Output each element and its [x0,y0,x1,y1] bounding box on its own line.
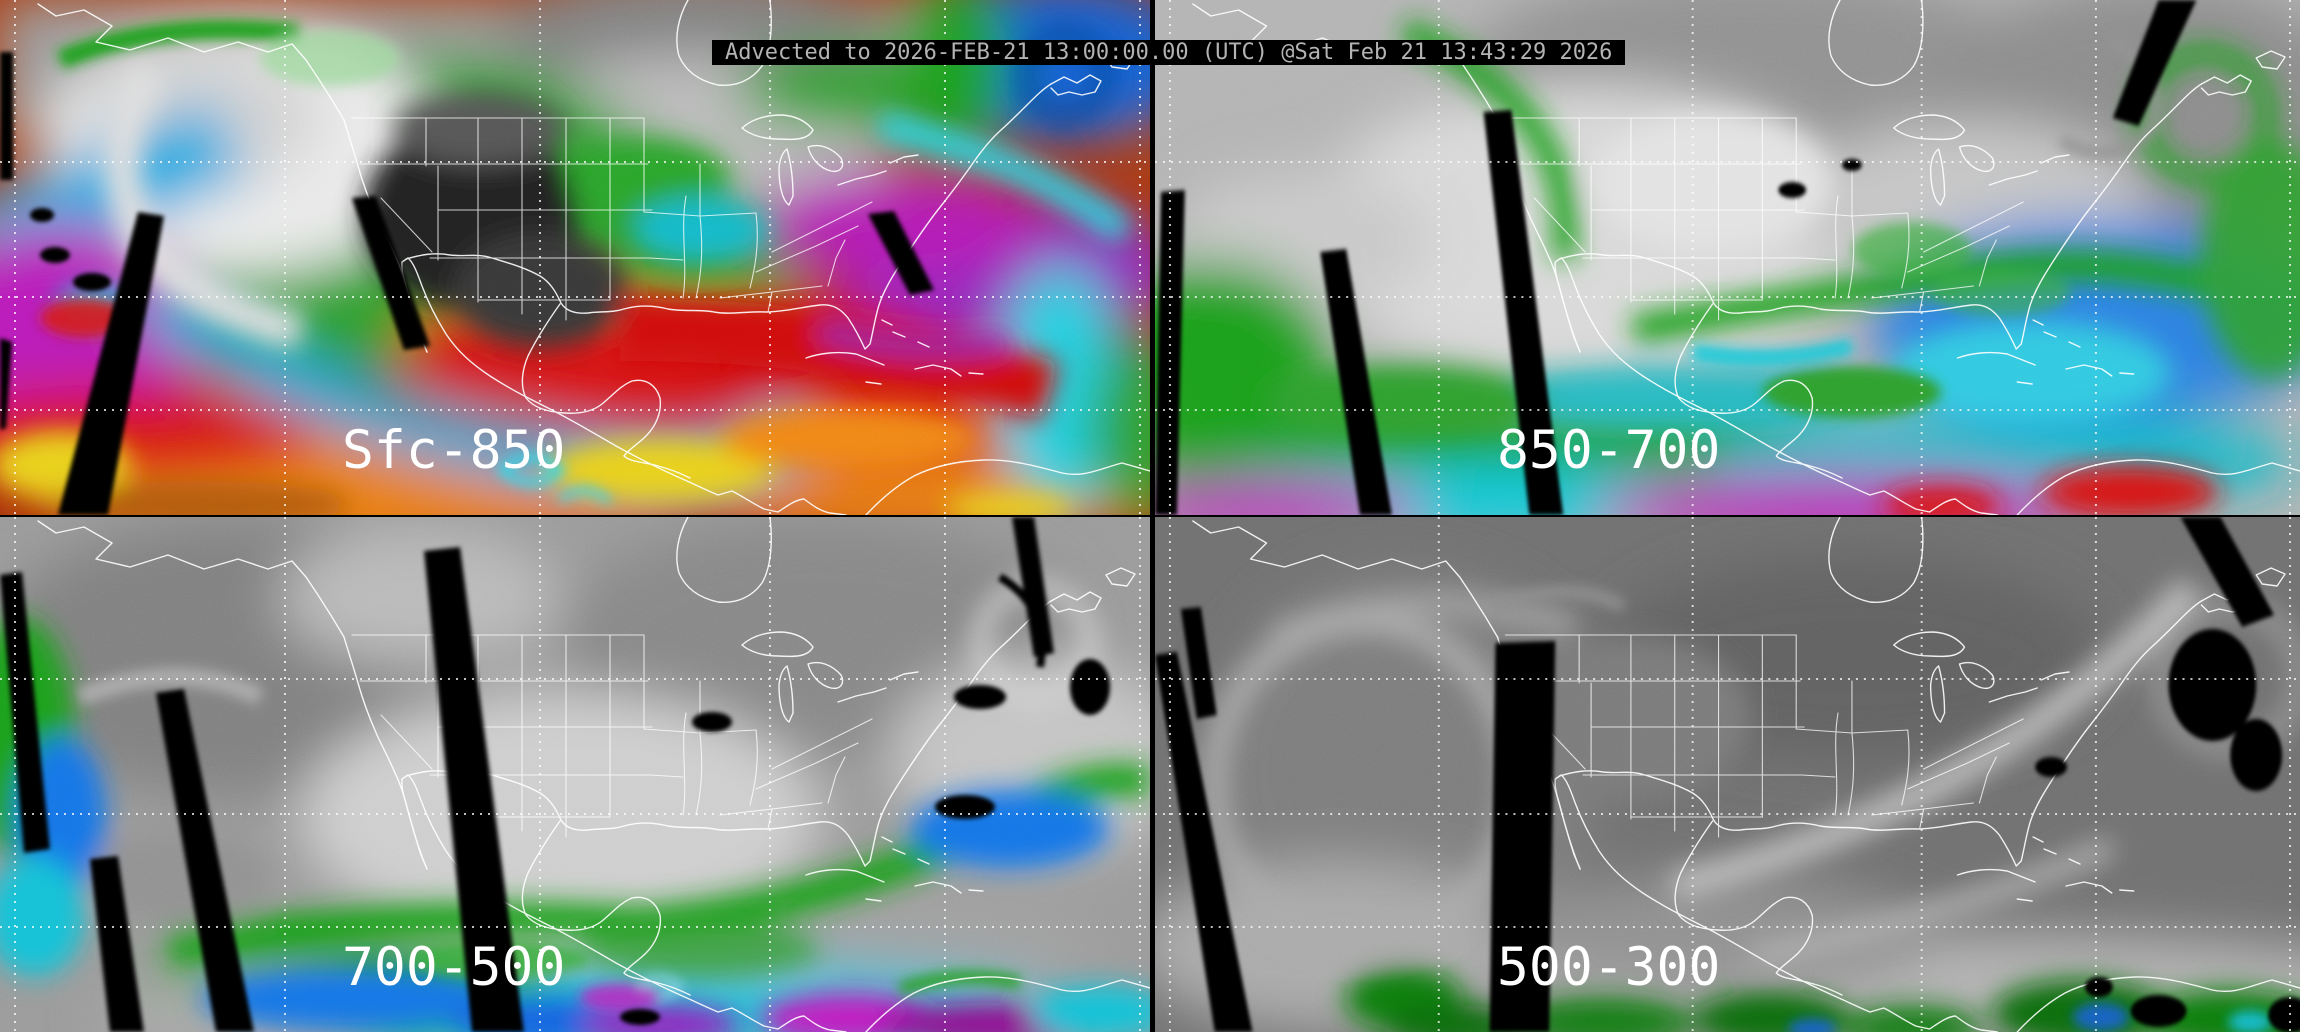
layer-label-850-700: 850-700 [1497,420,1721,481]
moisture-field-sfc-850 [0,0,1150,515]
data-gap-swaths [0,517,1110,1032]
moisture-field-700-500 [0,517,1150,1032]
quadrant-700-500: 700-500 [0,517,1150,1032]
quadrant-850-700: 850-700 [1155,0,2300,515]
layer-label-sfc-850: Sfc-850 [342,420,566,481]
moisture-field-500-300 [1155,517,2300,1032]
data-gap-swaths [1155,517,2300,1032]
layer-label-700-500: 700-500 [342,937,566,998]
quadrant-500-300: 500-300 [1155,517,2300,1032]
moisture-field-850-700 [1155,0,2300,515]
layer-label-500-300: 500-300 [1497,937,1721,998]
quadrant-sfc-850: Sfc-850 [0,0,1150,515]
timestamp-banner: Advected to 2026-FEB-21 13:00:00.00 (UTC… [712,40,1626,65]
data-gap-swaths [1155,0,2197,515]
data-gap-swaths [0,52,934,515]
